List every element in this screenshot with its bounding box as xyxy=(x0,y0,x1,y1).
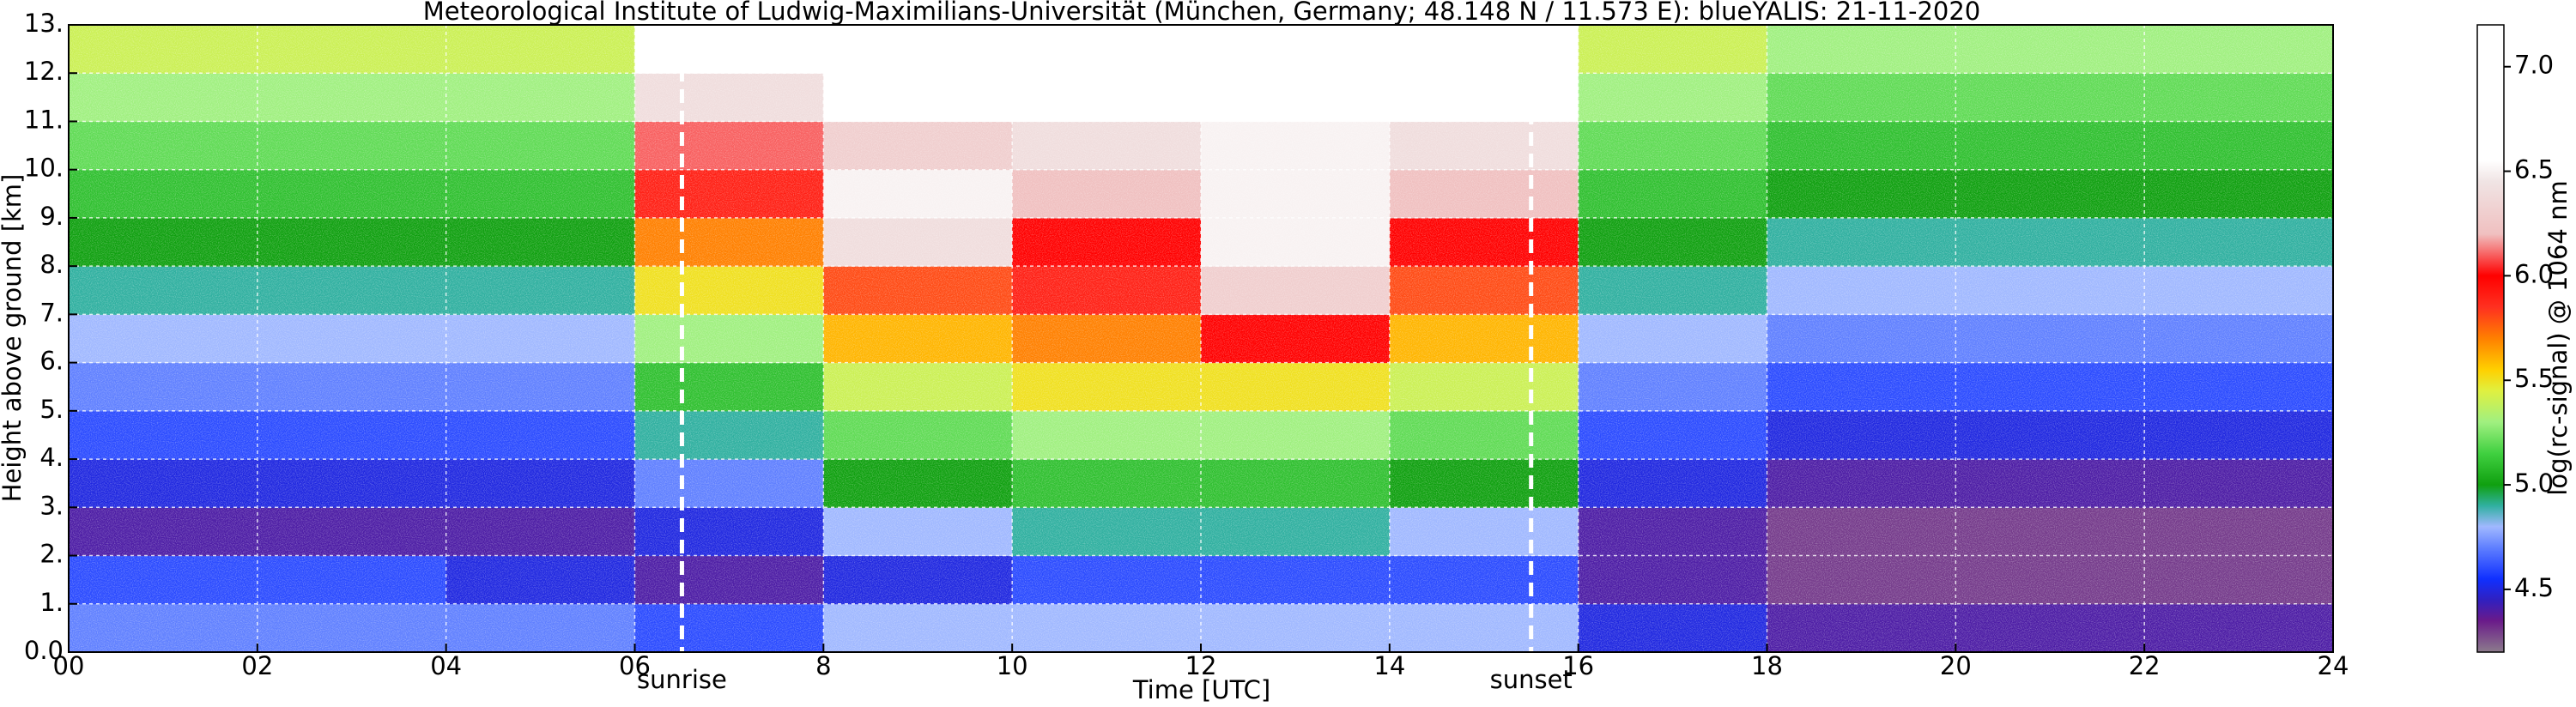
overlay xyxy=(68,24,2334,653)
x-tick-label: 18 xyxy=(1751,651,1783,680)
x-tick-label: 12 xyxy=(1185,651,1217,680)
x-tick-label: 00 xyxy=(53,651,85,680)
y-tick-label: 10. xyxy=(24,154,64,183)
y-axis-label: Height above ground [km] xyxy=(0,174,27,503)
noise-texture xyxy=(69,25,2333,652)
y-tick-label: 2. xyxy=(39,540,64,569)
y-tick-label: 8. xyxy=(39,250,64,279)
x-tick-label: 04 xyxy=(430,651,462,680)
annotation-label: sunrise xyxy=(637,665,727,694)
x-tick-label: 16 xyxy=(1562,651,1594,680)
x-tick-label: 02 xyxy=(241,651,273,680)
x-tick-label: 8 xyxy=(815,651,831,680)
colorbar-tick-label: 6.5 xyxy=(2514,155,2554,184)
plot-frame xyxy=(68,24,2334,653)
x-tick-label: 24 xyxy=(2318,651,2349,680)
x-tick-label: 06 xyxy=(619,651,651,680)
x-tick-label: 22 xyxy=(2129,651,2161,680)
colorbar-tick-label: 4.5 xyxy=(2514,573,2554,602)
colorbar xyxy=(2476,24,2505,653)
y-tick-label: 7. xyxy=(39,298,64,327)
chart-title: Meteorological Institute of Ludwig-Maxim… xyxy=(423,0,1981,26)
y-tick-label: 11. xyxy=(24,105,64,134)
y-tick-label: 3. xyxy=(39,491,64,520)
y-tick-label: 4. xyxy=(39,443,64,472)
x-tick-label: 20 xyxy=(1940,651,1972,680)
colorbar-tick-label: 6.0 xyxy=(2514,259,2554,288)
x-tick-label: 10 xyxy=(997,651,1028,680)
colorbar-tick-label: 5.5 xyxy=(2514,364,2554,393)
y-tick-label: 13. xyxy=(24,9,64,38)
y-tick-label: 5. xyxy=(39,395,64,424)
x-tick-label: 14 xyxy=(1373,651,1405,680)
y-tick-label: 9. xyxy=(39,202,64,231)
annotation-label: sunset xyxy=(1490,665,1573,694)
y-tick-label: 0.0 xyxy=(24,636,64,665)
colorbar-tick-label: 5.0 xyxy=(2514,468,2554,498)
y-tick-label: 1. xyxy=(39,588,64,617)
x-axis-label: Time [UTC] xyxy=(1132,675,1270,704)
colorbar-label: log(rc-signal) @ 1064 nm xyxy=(2543,180,2573,495)
colorbar-tick-label: 7.0 xyxy=(2514,51,2554,80)
y-tick-label: 12. xyxy=(24,57,64,86)
y-tick-label: 6. xyxy=(39,347,64,376)
